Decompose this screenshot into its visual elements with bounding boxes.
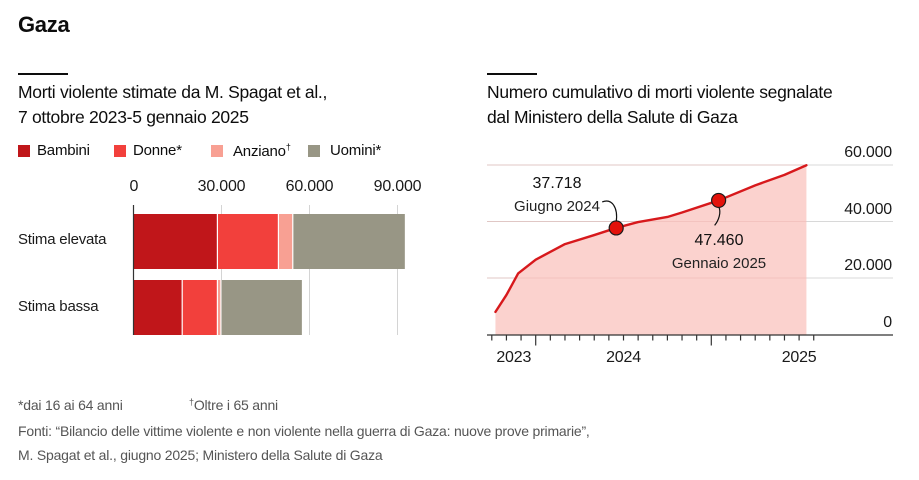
- legend-swatch-uomini: [308, 144, 320, 157]
- left-title-rule: [18, 73, 68, 75]
- annotation-value-june-2024: 37.718: [533, 175, 582, 192]
- legend-swatch-anziano: [211, 145, 223, 157]
- bar-segment-bambini-stima-bassa: [133, 280, 183, 335]
- bar-category-label-stima-elevata: Stima elevata: [18, 231, 107, 248]
- bar-x-tick-label: 30.000: [197, 178, 246, 195]
- footnote-dagger: †: [189, 397, 194, 407]
- bar-segment-anziano-stima-elevata: [278, 214, 293, 269]
- bar-x-tick-label: 60.000: [285, 178, 334, 195]
- bar-segment-donne-stima-bassa: [182, 280, 218, 335]
- legend-swatch-bambini: [18, 144, 30, 157]
- area-y-tick-label: 0: [883, 313, 892, 331]
- bar-x-tick-label: 0: [129, 178, 139, 195]
- page-title: Gaza: [18, 12, 70, 37]
- annotation-dot-june-2024: [608, 220, 624, 236]
- right-chart-title: Numero cumulativo di morti violente segn…: [487, 80, 833, 130]
- legend-label-donne: Donne*: [133, 142, 182, 159]
- annotation-label-june-2024: Giugno 2024: [514, 198, 600, 215]
- bar-x-tick-label: 90.000: [373, 178, 422, 195]
- bar-segment-bambini-stima-elevata: [133, 214, 218, 269]
- area-y-tick-label: 60.000: [844, 144, 892, 161]
- annotation-label-january-2025: Gennaio 2025: [672, 255, 766, 272]
- bar-category-label-stima-bassa: Stima bassa: [18, 298, 99, 315]
- footnote-elderly: †Oltre i 65 anni: [189, 397, 278, 413]
- left-chart-title-line2: 7 ottobre 2023-5 gennaio 2025: [18, 107, 249, 127]
- legend-label-bambini: Bambini: [37, 142, 90, 159]
- annotation-leader-june-2024: [601, 200, 618, 223]
- footnote-age-range: *dai 16 ai 64 anni: [18, 397, 123, 413]
- legend-swatch-donne: [114, 144, 126, 157]
- bar-segment-anziano-stima-bassa: [217, 280, 221, 335]
- area-y-tick-label: 40.000: [844, 200, 892, 218]
- bar-segment-uomini-stima-bassa: [220, 280, 302, 335]
- source-line-2: M. Spagat et al., giugno 2025; Ministero…: [18, 447, 383, 463]
- left-chart-title-line1: Morti violente stimate da M. Spagat et a…: [18, 82, 328, 102]
- footnote-elderly-text: Oltre i 65 anni: [193, 397, 278, 413]
- area-x-year-label-2024: 2024: [606, 349, 641, 366]
- annotation-value-january-2025: 47.460: [695, 232, 744, 249]
- area-x-year-label-2023: 2023: [496, 349, 532, 366]
- source-line-1: Fonti: “Bilancio delle vittime violente …: [18, 423, 590, 439]
- dagger-mark: †: [285, 142, 291, 152]
- right-title-rule: [487, 73, 537, 75]
- legend-label-anziano-text: Anziano: [233, 143, 286, 160]
- legend-label-uomini: Uomini*: [330, 142, 382, 159]
- area-line: [494, 164, 808, 314]
- bar-segment-donne-stima-elevata: [217, 214, 279, 269]
- area-fill: [495, 165, 807, 335]
- area-y-tick-label: 20.000: [844, 257, 892, 274]
- legend-item-bambini: Bambini: [18, 142, 90, 159]
- annotation-dot-january-2025: [711, 192, 727, 209]
- bar-segment-uomini-stima-elevata: [292, 214, 405, 269]
- left-chart-title: Morti violente stimate da M. Spagat et a…: [18, 80, 327, 130]
- legend-label-anziano: Anziano†: [233, 142, 291, 160]
- right-chart-title-line2: dal Ministero della Salute di Gaza: [487, 107, 738, 127]
- right-chart-title-line1: Numero cumulativo di morti violente segn…: [487, 82, 833, 102]
- area-x-year-label-2025: 2025: [781, 349, 817, 366]
- legend-item-anziano: Anziano†: [211, 142, 291, 160]
- legend-item-donne: Donne*: [114, 142, 182, 159]
- legend-item-uomini: Uomini*: [308, 142, 381, 159]
